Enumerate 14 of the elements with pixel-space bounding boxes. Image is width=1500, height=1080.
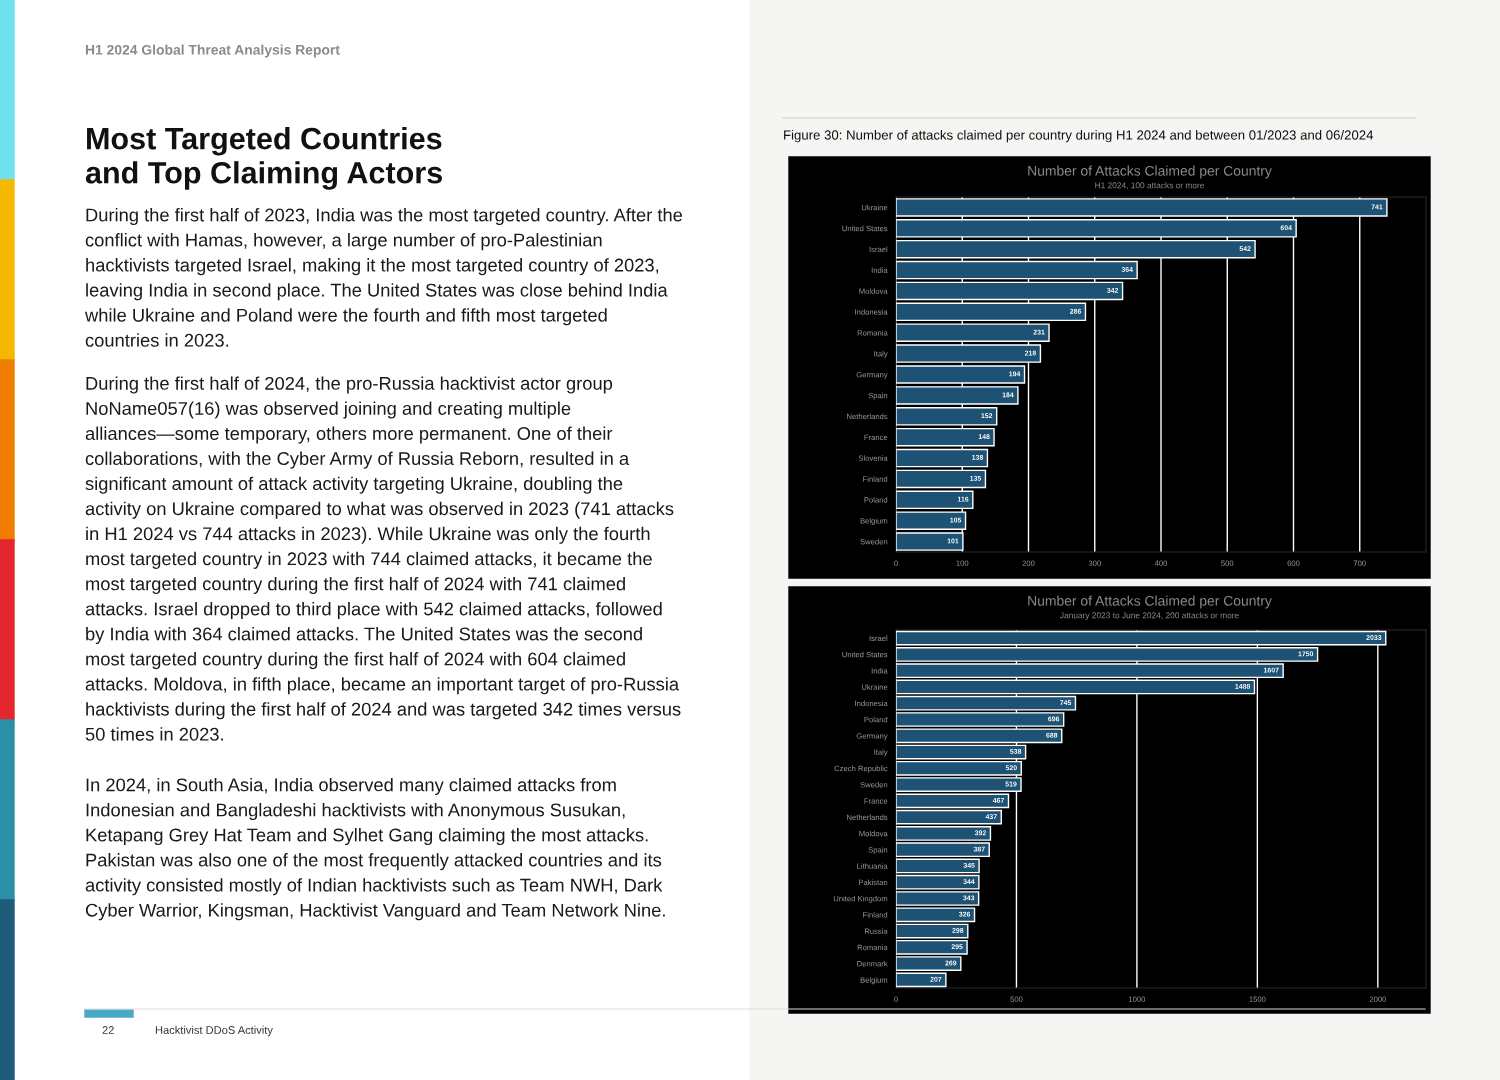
chart-title: Number of Attacks Claimed per Country (1028, 165, 1272, 179)
chart-subtitle: H1 2024, 100 attacks or more (1095, 182, 1205, 190)
caption: Figure 30: Number of attacks claimed per country during H1 2024 and between 01/2023 and 06/2024 (784, 130, 1374, 143)
text: H1 2024 Global Threat Analysis Report (85, 44, 340, 58)
bar (896, 923, 969, 939)
text: Most Targeted Countries and Top Claiming Actors (85, 127, 442, 190)
text: During the first half of 2024, the pro-Russia hacktivist actor group NoName057(16) was observed joining and creating multiple alliances—some temporary, others more permanent. One of their collaborations, with the Cyber Army of Russia Reborn, resulted in a significant amount of attack activity targeting Ukraine, doubling the activity on Ukraine compared to what was observed in 2023 (741 attacks in H1 2024 vs 744 attacks in 2023). While Ukraine was only the fourth most targeted country in 2023 with 744 claimed attacks, it became the most targeted country during the first half of 2024 with 741 claimed attacks. Israel dropped to third place with 542 claimed attacks, followed by India with 364 claimed attacks. The United States was the second most targeted country during the first half of 2024 with 604 claimed attacks. Moldova, in fifth place, became an important target of pro-Russia hacktivists during the first half of 2024 and was targeted 342 times versus 50 times in 2023. (85, 376, 681, 741)
chart-title: Number of Attacks Claimed per Country (1028, 595, 1272, 609)
chart-subtitle: January 2023 to June 2024, 200 attacks or more (1060, 612, 1239, 620)
text: In 2024, in South Asia, India observed many claimed attacks from Indonesian and Bangladeshi hacktivists with Anonymous Susukan, Ketapang Grey Hat Team and Sylhet Gang claiming the most attacks. Pakistan was also one of the most frequently attacked countries and its activity consisted mostly of Indian hacktivists such as Team NWH, Dark Cyber Warrior, Kingsman, Hacktivist Vanguard and Team Network Nine. (85, 777, 665, 921)
text: Hacktivist DDoS Activity (155, 1025, 273, 1037)
bar (896, 858, 980, 874)
text: During the first half of 2023, India was the most targeted country. After the conflict with Hamas, however, a large number of pro-Palestinian hacktivists targeted Israel, making it the most targeted country of 2023, leaving India in second place. The United States was close behind India while Ukraine and Poland were the fourth and fifth most targeted countries in 2023. (84, 208, 683, 347)
text: 22 (102, 1026, 114, 1034)
